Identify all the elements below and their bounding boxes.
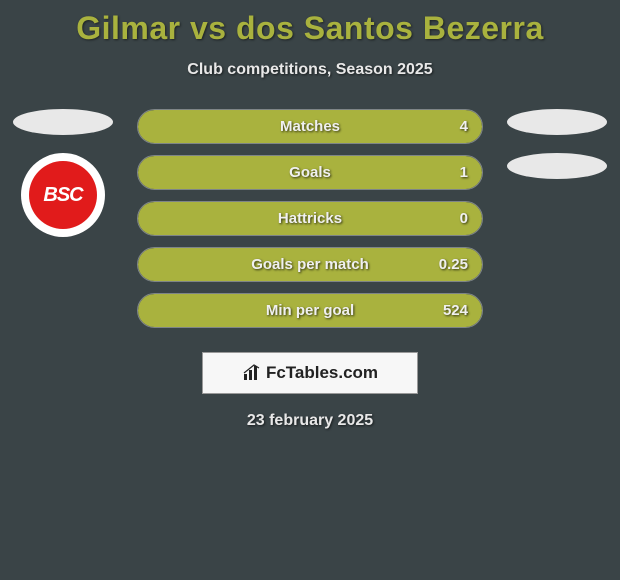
date-label: 23 february 2025	[0, 412, 620, 430]
right-player-col	[502, 109, 612, 197]
player-name-oval-left	[13, 109, 113, 135]
subtitle: Club competitions, Season 2025	[0, 61, 620, 79]
stat-bar: Min per goal 524	[137, 293, 483, 328]
page-title: Gilmar vs dos Santos Bezerra	[0, 0, 620, 47]
bar-chart-icon	[242, 364, 262, 382]
stat-bar-right-value: 4	[460, 118, 468, 135]
player-name-oval-right-2	[507, 153, 607, 179]
stat-bar-label: Min per goal	[266, 302, 354, 319]
left-player-col: BSC	[8, 109, 118, 237]
stat-bar-label: Goals per match	[251, 256, 369, 273]
brand-name: FcTables.com	[266, 363, 378, 383]
stat-bar-right-value: 1	[460, 164, 468, 181]
club-badge-left: BSC	[21, 153, 105, 237]
stat-bars: Matches 4 Goals 1 Hattricks 0 Goals per match 0…	[137, 109, 483, 328]
stat-bar: Matches 4	[137, 109, 483, 144]
stat-bar-right-value: 0	[460, 210, 468, 227]
stat-bar: Goals per match 0.25	[137, 247, 483, 282]
player-name-oval-right-1	[507, 109, 607, 135]
brand-box[interactable]: FcTables.com	[202, 352, 418, 394]
stat-bar: Hattricks 0	[137, 201, 483, 236]
stat-bar-right-value: 524	[443, 302, 468, 319]
stat-bar: Goals 1	[137, 155, 483, 190]
stat-bar-right-value: 0.25	[439, 256, 468, 273]
stat-bar-label: Hattricks	[278, 210, 342, 227]
comparison-panel: BSC Matches 4 Goals 1 Hattricks 0 Goals per ma…	[0, 109, 620, 328]
club-badge-inner: BSC	[29, 161, 97, 229]
stat-bar-label: Matches	[280, 118, 340, 135]
stat-bar-label: Goals	[289, 164, 331, 181]
club-badge-abbr: BSC	[43, 184, 82, 207]
